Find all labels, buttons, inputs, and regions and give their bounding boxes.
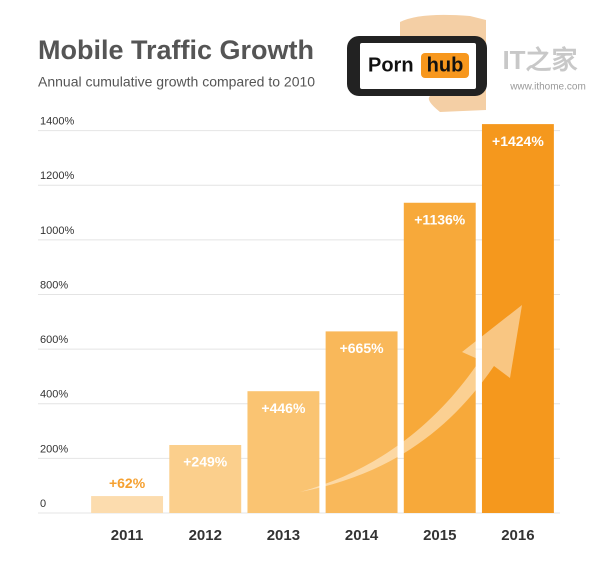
bar (247, 391, 320, 513)
x-tick-label: 2011 (111, 527, 144, 544)
x-tick-label: 2016 (501, 527, 534, 544)
grid: 0 200% 400% 600% 800% 1000% 1200% 1400% (38, 116, 560, 514)
bar (91, 496, 164, 513)
value-label: +665% (340, 340, 385, 356)
value-label: +1424% (492, 133, 544, 149)
y-tick-label: 1200% (40, 170, 74, 182)
y-tick-label: 400% (40, 389, 68, 401)
trend-arrow (300, 305, 522, 492)
bar (169, 444, 242, 513)
chart-subtitle: Annual cumulative growth compared to 201… (38, 74, 315, 90)
x-tick-label: 2012 (189, 527, 222, 544)
x-tick-label: 2015 (423, 527, 456, 544)
y-tick-label: 200% (40, 443, 68, 455)
x-tick-label: 2013 (267, 527, 300, 544)
value-label: +446% (261, 400, 306, 416)
value-label: +249% (183, 454, 228, 470)
y-tick-label: 0 (40, 498, 46, 510)
watermark-brand: IT之家 (502, 45, 577, 75)
value-label: +1136% (414, 211, 466, 227)
y-tick-label: 800% (40, 279, 68, 291)
value-label: +62% (109, 475, 146, 491)
logo-box (421, 53, 469, 78)
logo-left: Porn (368, 54, 414, 76)
logo-right: hub (427, 54, 464, 76)
x-tick-label: 2014 (345, 527, 379, 544)
watermark-url: www.ithome.com (509, 82, 586, 93)
y-tick-label: 1000% (40, 225, 74, 237)
bars: 2011 +62% 2012 +249% 2013 +446% 2014 +665% 2015 +… (91, 124, 554, 544)
bar (325, 331, 398, 513)
bar (481, 124, 554, 513)
bar (403, 202, 476, 513)
y-tick-label: 600% (40, 334, 68, 346)
y-tick-label: 1400% (40, 116, 74, 128)
chart-title: Mobile Traffic Growth (38, 35, 314, 65)
